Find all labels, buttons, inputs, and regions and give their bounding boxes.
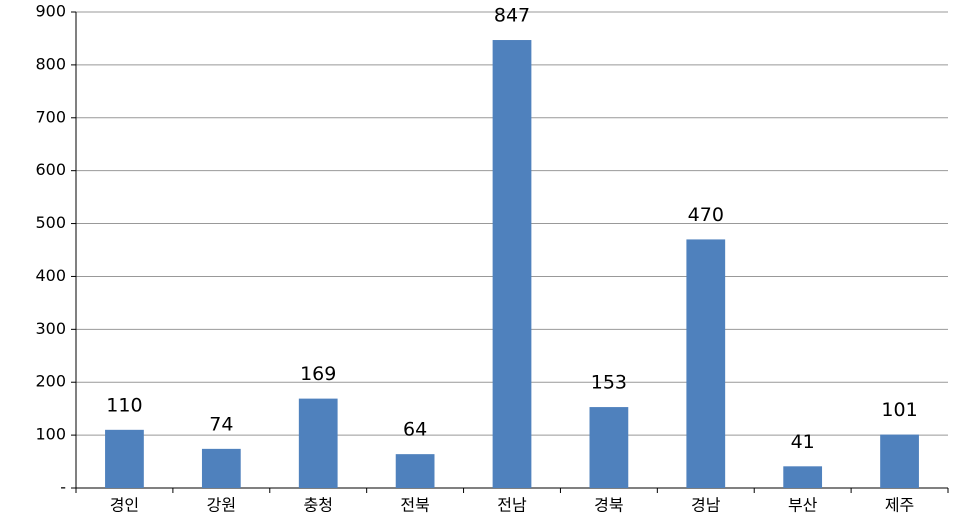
value-label: 847 [494,5,530,27]
bar [201,448,241,488]
y-tick-label: 600 [35,160,66,179]
y-tick-label: 700 [35,107,66,126]
value-label: 470 [688,204,724,226]
y-tick-label: 900 [35,2,66,21]
y-tick-label: 800 [35,54,66,73]
y-tick-label: 500 [35,213,66,232]
x-tick-label: 부산 [788,496,818,515]
value-label: 110 [106,394,142,416]
bar [686,239,726,488]
x-tick-label: 경남 [691,496,721,515]
value-label: 153 [591,372,627,394]
value-label: 74 [209,413,233,435]
value-label: 101 [881,399,917,421]
y-tick-label: 100 [35,425,66,444]
bar [589,407,629,488]
value-label: 64 [403,419,427,441]
y-tick-label: 400 [35,266,66,285]
x-tick-label: 충청 [303,496,332,515]
bar [298,398,338,488]
x-tick-label: 전남 [497,496,527,515]
x-tick-label: 경북 [594,496,623,515]
bar [105,429,144,488]
bar [492,40,532,488]
x-tick-label: 강원 [207,496,236,515]
bar [783,466,823,488]
value-label: 41 [791,431,815,453]
x-tick-label: 제주 [885,496,914,515]
x-tick-label: 전북 [400,496,429,515]
bar [880,434,919,488]
x-tick-label: 경인 [110,496,139,515]
bar [395,454,435,488]
y-tick-label: 300 [35,319,66,338]
y-tick-label: 200 [35,372,66,391]
y-tick-label: - [60,478,66,497]
value-label: 169 [300,363,336,385]
